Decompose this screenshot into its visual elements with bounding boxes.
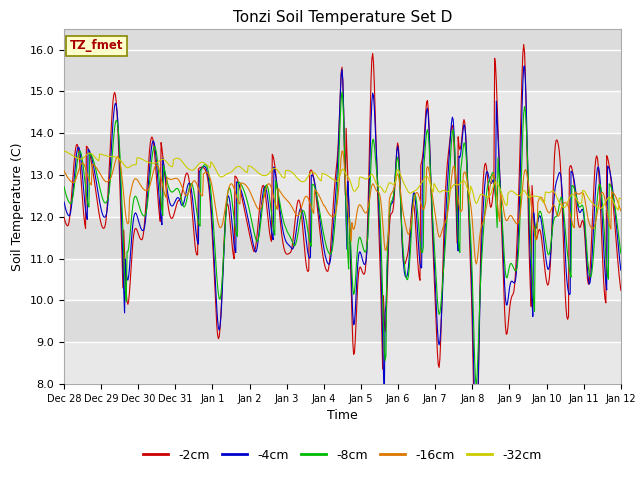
Bar: [64, 50, 621, 92]
X-axis label: Time: Time: [327, 409, 358, 422]
Legend: -2cm, -4cm, -8cm, -16cm, -32cm: -2cm, -4cm, -8cm, -16cm, -32cm: [138, 444, 547, 467]
Y-axis label: Soil Temperature (C): Soil Temperature (C): [11, 142, 24, 271]
Bar: [64, 300, 621, 342]
Bar: [64, 133, 621, 175]
Text: TZ_fmet: TZ_fmet: [70, 39, 123, 52]
Bar: [64, 342, 621, 384]
Title: Tonzi Soil Temperature Set D: Tonzi Soil Temperature Set D: [233, 10, 452, 25]
Bar: [64, 217, 621, 259]
Bar: [64, 175, 621, 217]
Bar: [64, 259, 621, 300]
Bar: [64, 92, 621, 133]
